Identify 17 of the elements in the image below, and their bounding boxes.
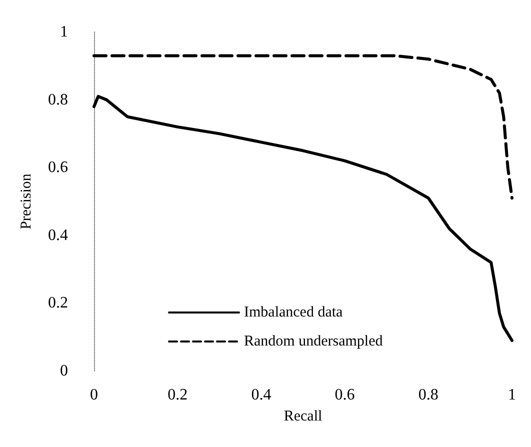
x-tick-label: 1 <box>508 386 516 404</box>
legend-label: Imbalanced data <box>244 304 344 320</box>
x-tick-label: 0.2 <box>168 386 188 404</box>
x-axis-title: Recall <box>284 408 322 424</box>
x-tick-label: 0 <box>90 386 98 404</box>
y-tick-label: 0.4 <box>48 226 68 244</box>
y-tick-label: 0 <box>60 362 68 380</box>
line-series <box>92 54 514 200</box>
x-tick-label: 0.6 <box>334 386 355 404</box>
y-tick-label: 1 <box>60 24 68 40</box>
y-tick-label: 0.8 <box>48 91 68 108</box>
legend-label: Random undersampled <box>244 334 384 350</box>
x-tick-label: 0.4 <box>251 386 272 404</box>
x-tick-label: 0.8 <box>418 386 438 404</box>
y-tick-label: 0.6 <box>48 159 68 176</box>
y-tick-label: 0.2 <box>48 294 68 312</box>
y-axis-title: Precision <box>18 173 34 230</box>
